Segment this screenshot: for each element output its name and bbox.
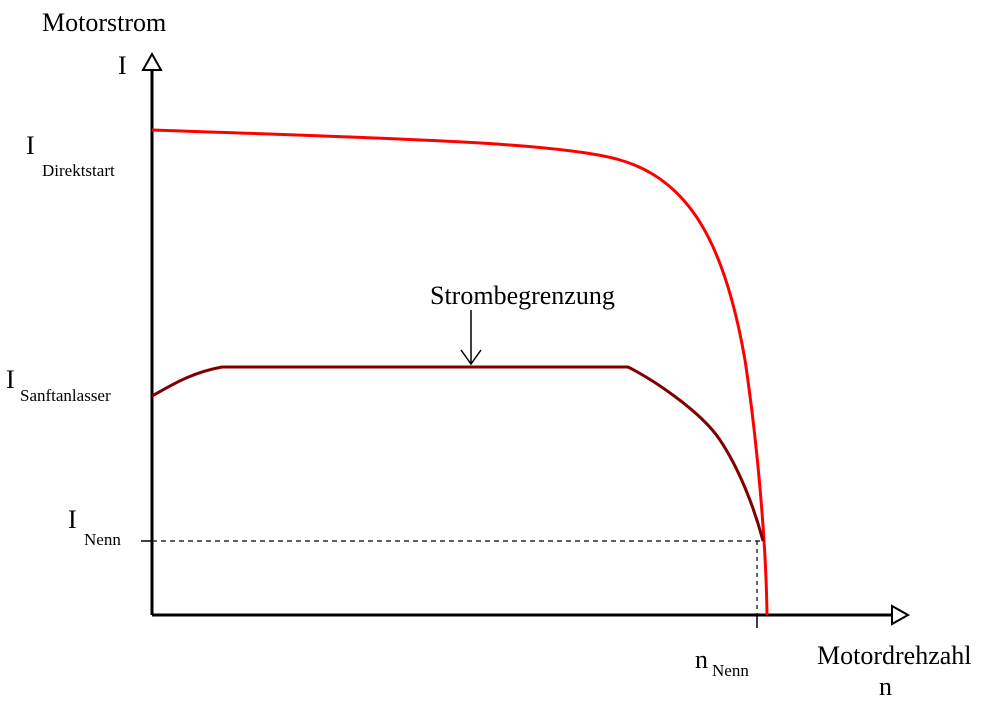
label-i-direktstart-sub: Direktstart [42,161,115,180]
strombegrenzung-label: Strombegrenzung [430,281,615,310]
label-i-nenn-main: I [68,505,77,534]
y-axis-symbol: I [118,51,127,80]
label-i-sanftanlasser-sub: Sanftanlasser [20,386,111,405]
label-i-sanftanlasser-main: I [6,365,15,394]
x-axis-title: Motordrehzahl [817,641,972,670]
soft-starter-curve [151,365,765,542]
x-axis-arrowhead [891,604,911,626]
y-axis-title: Motorstrom [42,8,167,37]
strombegrenzung-arrow-head [460,349,482,366]
direct-start-curve [151,128,769,616]
label-n-nenn-sub: Nenn [712,661,749,680]
label-n-nenn-main: n [695,645,708,674]
label-i-direktstart-main: I [26,131,35,160]
y-axis-arrowhead [141,51,163,71]
x-axis-symbol: n [879,672,892,701]
label-i-nenn-sub: Nenn [84,530,121,549]
